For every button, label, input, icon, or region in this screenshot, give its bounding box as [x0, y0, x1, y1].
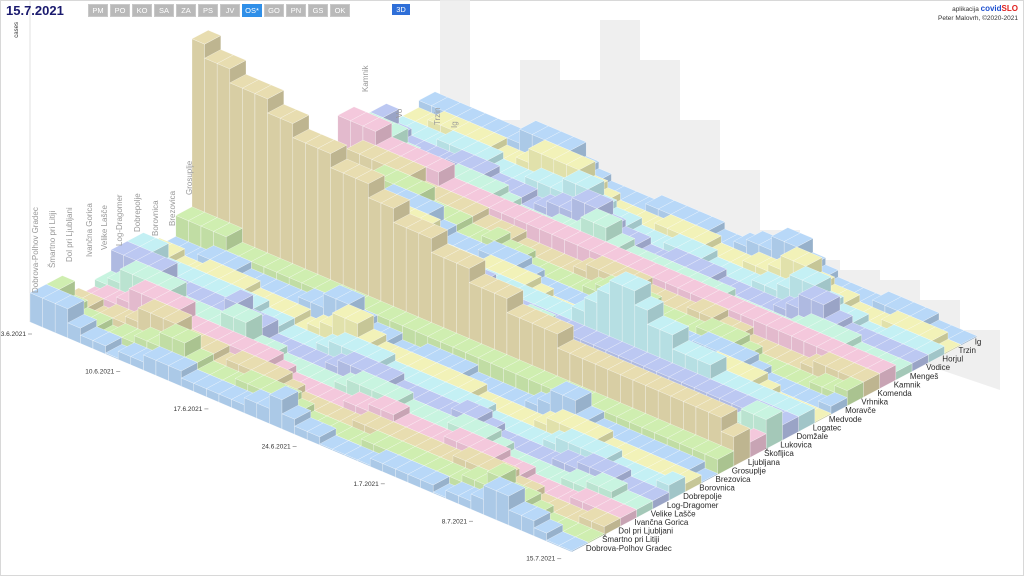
- back-municipality-label: Trzin: [433, 108, 442, 125]
- municipality-label: Ig: [975, 337, 982, 346]
- tab-region[interactable]: JV: [220, 4, 240, 17]
- tab-region[interactable]: SA: [154, 4, 174, 17]
- bar-cell: [558, 536, 589, 553]
- municipality-label: Moravče: [845, 406, 876, 415]
- date-tick-label: 3.6.2021: [1, 331, 27, 338]
- tab-region[interactable]: GO: [264, 4, 284, 17]
- municipality-label: Trzin: [959, 346, 976, 355]
- app-prefix: aplikacija: [952, 6, 979, 13]
- back-municipality-label: Ig: [450, 121, 459, 128]
- tab-region-active[interactable]: OS*: [242, 4, 262, 17]
- municipality-label: Mengeš: [910, 372, 938, 381]
- region-tabs: PM PO KO SA ZA PS JV OS* GO PN GS OK: [88, 4, 350, 17]
- date-tick-label: 24.6.2021: [262, 443, 291, 450]
- municipality-label: Vrhnika: [861, 398, 888, 407]
- brand-slo: SLO: [1001, 4, 1018, 13]
- municipality-label: Horjul: [942, 355, 963, 364]
- back-municipality-label: Log-Dragomer: [115, 194, 124, 246]
- municipality-label: Lukovica: [780, 441, 812, 450]
- tab-region[interactable]: PS: [198, 4, 218, 17]
- municipality-label: Kamnik: [894, 380, 922, 389]
- bar-cell: [817, 392, 848, 415]
- municipality-label: Velike Lašče: [651, 509, 696, 518]
- current-date-title: 15.7.2021: [6, 3, 64, 18]
- municipality-label: Šmartno pri Litiji: [602, 535, 660, 544]
- back-municipality-label: Vo: [395, 108, 404, 118]
- municipality-label: Dol pri Ljubljani: [618, 527, 673, 536]
- municipality-label: Domžale: [797, 432, 829, 441]
- date-tick-label: 17.6.2021: [173, 406, 202, 413]
- date-tick-label: 10.6.2021: [85, 368, 114, 375]
- bar-cell: [591, 512, 621, 536]
- app-info: aplikacija covidSLO Peter Malovrh, ©2020…: [938, 4, 1018, 23]
- tab-region[interactable]: GS: [308, 4, 328, 17]
- back-municipality-label: Velike Lašče: [100, 205, 109, 250]
- back-municipality-label: Ivančna Gorica: [85, 203, 94, 257]
- date-tick-label: 15.7.2021: [526, 556, 555, 563]
- municipality-label: Borovnica: [699, 484, 735, 493]
- municipality-label: Komenda: [878, 389, 913, 398]
- municipality-label: Logatec: [813, 423, 841, 432]
- brand-covid: covid: [980, 4, 1002, 13]
- bar-cell: [420, 470, 450, 494]
- municipality-label: Grosuplje: [732, 466, 767, 475]
- view-3d-button[interactable]: 3D: [392, 4, 410, 15]
- bars: [29, 29, 978, 553]
- bar-cell: [533, 518, 564, 542]
- y-axis-label: cases: [14, 22, 20, 38]
- tab-region[interactable]: ZA: [176, 4, 196, 17]
- date-tick-label: 1.7.2021: [353, 481, 379, 488]
- tab-region[interactable]: PO: [110, 4, 130, 17]
- date-ticks: 3.6.2021 10.6.2021 17.6.2021 24.6.2021 1.7.2…: [1, 331, 562, 563]
- municipality-label: Ivančna Gorica: [635, 518, 689, 527]
- back-municipality-label: Kamnik: [361, 64, 370, 92]
- app-credit: Peter Malovrh, ©2020-2021: [938, 15, 1018, 22]
- back-municipality-label: Brezovica: [168, 190, 177, 226]
- municipality-label: Dobrova-Polhov Gradec: [586, 544, 672, 553]
- bar-cell: [92, 331, 123, 355]
- municipality-label: Medvode: [829, 415, 862, 424]
- municipality-label: Brezovica: [716, 475, 752, 484]
- municipality-label: Log-Dragomer: [667, 501, 719, 510]
- municipality-label: Dobrepolje: [683, 492, 722, 501]
- back-municipality-label: Dobrova-Polhov Gradec: [31, 207, 40, 293]
- back-municipality-label: Grosuplje: [185, 160, 194, 195]
- tab-region[interactable]: OK: [330, 4, 350, 17]
- tab-region[interactable]: PN: [286, 4, 306, 17]
- back-municipality-label: Dol pri Ljubljani: [65, 207, 74, 262]
- back-municipality-label: Šmartno pri Litiji: [48, 210, 57, 268]
- tab-region[interactable]: KO: [132, 4, 152, 17]
- tab-region[interactable]: PM: [88, 4, 108, 17]
- back-labels: Dobrova-Polhov Gradec Šmartno pri Litiji D…: [31, 64, 459, 293]
- back-municipality-label: Dobrepolje: [133, 193, 142, 232]
- municipality-label: Škofljica: [764, 449, 794, 458]
- municipality-label: Ljubljana: [748, 458, 781, 467]
- date-tick-label: 8.7.2021: [442, 518, 468, 525]
- municipality-label: Vodice: [926, 363, 951, 372]
- back-municipality-label: Borovnica: [151, 200, 160, 236]
